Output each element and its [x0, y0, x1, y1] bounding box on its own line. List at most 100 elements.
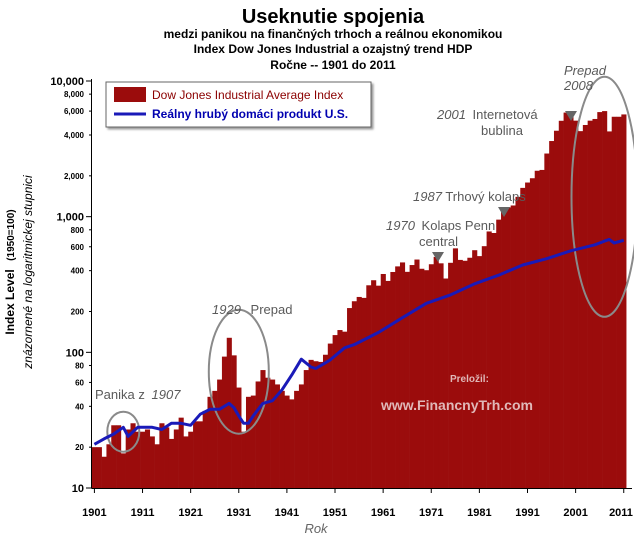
dow-bar-2005: [592, 118, 598, 488]
y-minor-tick-label: 200: [71, 307, 85, 316]
x-tick-label: 1971: [419, 507, 443, 519]
dow-bar-1918: [173, 429, 179, 488]
dow-bar-1984: [491, 232, 497, 488]
dow-bar-1944: [298, 384, 305, 488]
dow-bar-1928: [221, 356, 228, 488]
dow-bar-1911: [140, 431, 146, 488]
dow-bar-1910: [135, 431, 141, 488]
y-minor-tick-label: 8,000: [64, 90, 85, 99]
dow-bar-1975: [448, 262, 454, 488]
legend-label-dow: Dow Jones Industrial Average Index: [152, 88, 343, 102]
dow-bar-1915: [159, 423, 165, 488]
chart-subtitle-3: Ročne -- 1901 do 2011: [270, 58, 396, 72]
annotation-2008-year: 2008: [563, 78, 594, 93]
dow-bar-1979: [467, 257, 473, 488]
dow-bar-1968: [414, 259, 420, 488]
dow-bar-1985: [496, 219, 502, 488]
x-tick-label: 2001: [563, 507, 587, 519]
x-tick-label: 1981: [467, 507, 491, 519]
x-tick-label: 1941: [275, 507, 299, 519]
dow-bar-1942: [289, 399, 295, 488]
marker-1987: [498, 207, 510, 217]
dow-bar-1988: [510, 205, 516, 489]
gdp-line: [93, 237, 625, 446]
dow-bar-1951: [332, 335, 338, 488]
y-ticks: 10 100 1,000 10,000 20 40 60 80 200 400 600 800 2,00…: [50, 76, 92, 495]
dow-bar-1925: [207, 396, 213, 488]
dow-bar-1904: [106, 444, 112, 488]
y-minor-tick-label: 600: [71, 243, 85, 252]
dow-bar-1960: [375, 285, 382, 488]
dow-bar-1952: [337, 330, 343, 488]
dow-bar-1912: [144, 429, 151, 488]
dow-bar-1955: [351, 301, 357, 488]
annotation-ellipses: [106, 75, 634, 453]
y-minor-tick-label: 2,000: [64, 172, 85, 181]
svg-text:Index Level (1950=100): Index Level (1950=100): [1, 209, 18, 334]
dow-bar-1977: [457, 259, 463, 488]
y-minor-tick-label: 40: [75, 402, 84, 411]
dow-bar-1999: [563, 112, 569, 488]
x-tick-label: 2011: [609, 507, 633, 519]
dow-bar-1959: [371, 280, 377, 488]
dow-bar-1907: [120, 453, 126, 488]
dow-bar-1937: [265, 377, 271, 488]
dow-bar-1950: [327, 343, 333, 488]
dow-bar-1919: [178, 417, 184, 488]
dow-bar-1949: [322, 354, 329, 488]
dow-bar-1938: [270, 379, 276, 488]
dow-bar-1965: [399, 262, 406, 488]
dow-bar-1967: [409, 265, 415, 488]
y-axis-label-paren: (1950=100): [6, 209, 17, 260]
dow-bar-1962: [385, 280, 391, 488]
y-tick-label: 10,000: [50, 76, 84, 88]
x-tick-label: 1911: [131, 507, 155, 519]
watermark-line2: www.FinancnyTrh.com: [380, 397, 533, 413]
marker-1970: [432, 252, 444, 262]
dow-bar-1916: [164, 427, 170, 488]
dow-bar-1969: [419, 268, 425, 488]
dow-bar-2008: [606, 131, 613, 489]
dow-bar-1971: [428, 264, 434, 488]
dow-bar-1936: [260, 370, 266, 488]
annotations: Panika z 1907 1929 Prepad 1970 Kolaps Pe…: [95, 63, 607, 402]
dow-bar-1998: [558, 120, 564, 488]
y-minor-tick-label: 80: [75, 361, 84, 370]
dow-bar-1931: [236, 387, 242, 488]
dow-bar-1914: [154, 444, 160, 488]
dow-bar-1981: [476, 256, 483, 488]
dow-bar-1983: [486, 231, 492, 488]
dow-bar-1995: [544, 153, 550, 488]
dow-bar-1939: [274, 384, 280, 488]
y-minor-tick-label: 400: [71, 267, 85, 276]
dow-bar-1927: [217, 379, 223, 488]
dow-bar-1978: [462, 260, 468, 488]
dow-bar-1964: [395, 266, 401, 488]
dow-bar-1935: [255, 381, 261, 488]
dow-bar-1996: [549, 141, 555, 488]
chart-subtitle-1: medzi panikou na finančných trhoch a reá…: [164, 27, 503, 41]
y-minor-tick-label: 60: [75, 378, 84, 387]
dow-bar-2009: [611, 116, 617, 488]
y-minor-tick-label: 6,000: [64, 107, 85, 116]
axes: [91, 79, 632, 489]
dow-bar-1992: [529, 178, 536, 489]
y-tick-label: 1,000: [56, 212, 84, 224]
dow-bar-1976: [452, 248, 459, 488]
dow-bar-1903: [101, 456, 107, 488]
dow-bar-1908: [125, 429, 131, 488]
dow-bar-1921: [188, 431, 194, 488]
y-axis-note: znázornené na logaritmickej stupnici: [21, 175, 35, 370]
dow-bar-2002: [578, 131, 584, 488]
x-ticks: 1901 1911 1921 1931 1941 1951 1961 1971 1981 1991…: [82, 488, 633, 519]
dow-bar-1980: [472, 250, 478, 488]
annotation-2001: 2001 Internetová: [436, 107, 538, 122]
dow-bar-1997: [553, 130, 560, 489]
dow-bar-1932: [241, 431, 247, 488]
dow-bar-1989: [515, 196, 521, 488]
dow-bar-1991: [525, 182, 531, 488]
dow-bar-1954: [347, 308, 353, 488]
dow-bar-1943: [294, 390, 300, 488]
marker-2001: [565, 111, 577, 121]
